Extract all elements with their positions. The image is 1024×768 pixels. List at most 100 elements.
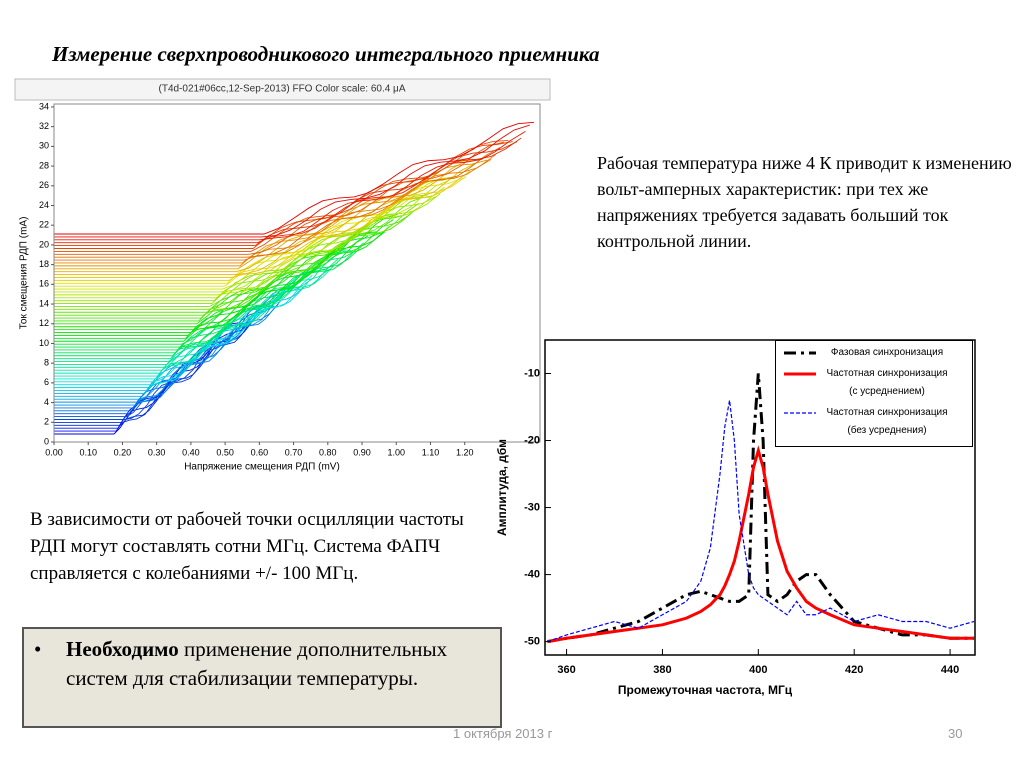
legend-entry: Фазовая синхронизация xyxy=(782,347,968,362)
y-tick-label: 16 xyxy=(39,279,49,289)
y-tick-label: 12 xyxy=(39,318,49,328)
iv-curve xyxy=(54,274,313,386)
legend-entry: Частотная синхронизация (с усреднением) xyxy=(782,368,968,401)
iv-curve xyxy=(54,193,441,299)
date: 1 октября 2013 г xyxy=(453,726,553,741)
left-chart-title: (T4d-021#06cc,12-Sep-2013) FFO Color sca… xyxy=(159,84,406,95)
y-tick-label: 28 xyxy=(39,160,49,170)
bullet-bold: Необходимо xyxy=(66,637,179,661)
legend-swatch xyxy=(784,372,816,376)
y-tick-label: 2 xyxy=(44,417,49,427)
series-line xyxy=(547,373,975,644)
iv-curve xyxy=(54,235,369,348)
plot-frame xyxy=(544,339,976,656)
iv-curve xyxy=(54,130,526,241)
iv-curve xyxy=(54,314,258,423)
y-tick-label: 24 xyxy=(39,200,49,210)
iv-curve xyxy=(54,158,492,264)
x-tick-label: 0.30 xyxy=(148,447,166,457)
x-tick-label: 0.00 xyxy=(45,447,63,457)
iv-curve xyxy=(54,265,335,371)
x-tick-label: 0.70 xyxy=(285,447,303,457)
y-tick-label: 34 xyxy=(39,101,49,111)
x-tick-label: 0.90 xyxy=(353,447,371,457)
iv-curve xyxy=(54,159,488,267)
iv-curve xyxy=(54,307,262,420)
legend-swatch xyxy=(784,412,816,414)
iv-curve xyxy=(54,186,445,296)
legend-entry: Частотная синхронизация (без усреднения) xyxy=(782,407,968,440)
page-number: 30 xyxy=(948,726,963,741)
y-tick-label: 22 xyxy=(39,220,49,230)
iv-curve xyxy=(54,269,317,383)
x-tick-label: 400 xyxy=(749,664,767,676)
y-axis-label: Амплитуда, дбм xyxy=(495,439,509,536)
left-text: В зависимости от рабочей точки осцилляци… xyxy=(30,509,464,584)
y-tick-label: 6 xyxy=(44,377,49,387)
iv-curve xyxy=(54,213,411,319)
y-tick-label: -30 xyxy=(524,501,540,513)
right-text: Рабочая температура ниже 4 К приводит к … xyxy=(597,153,1012,251)
x-tick-label: 0.20 xyxy=(114,447,132,457)
iv-curve xyxy=(54,196,424,310)
x-tick-label: 0.10 xyxy=(79,447,97,457)
iv-curve xyxy=(54,202,420,313)
x-tick-label: 380 xyxy=(653,664,671,676)
iv-curve xyxy=(54,231,386,336)
iv-curve xyxy=(54,258,339,368)
iv-curve xyxy=(54,158,479,273)
left-header xyxy=(14,78,551,101)
y-axis-label: Ток смещения РДП (mA) xyxy=(19,217,30,330)
iv-curve xyxy=(54,291,288,403)
x-tick-label: 1.10 xyxy=(422,447,440,457)
iv-curve xyxy=(54,219,394,331)
iv-curve xyxy=(54,194,428,307)
iv-curve xyxy=(54,248,360,354)
iv-curve xyxy=(54,226,390,334)
series-line xyxy=(547,400,975,643)
iv-curve xyxy=(54,214,398,328)
iv-curve xyxy=(54,195,432,305)
iv-curve xyxy=(54,305,275,412)
y-tick-label: -20 xyxy=(524,434,540,446)
bullet-rest: применение дополнительных систем для ста… xyxy=(66,637,448,690)
y-tick-label: -50 xyxy=(524,636,540,648)
iv-curve xyxy=(54,137,522,244)
y-tick-label: 20 xyxy=(39,239,49,249)
y-tick-label: 32 xyxy=(39,121,49,131)
iv-curve xyxy=(54,121,535,235)
y-tick-label: -40 xyxy=(524,568,540,580)
iv-curve xyxy=(54,214,407,322)
x-tick-label: 1.00 xyxy=(387,447,405,457)
x-tick-label: 420 xyxy=(845,664,863,676)
legend-swatch xyxy=(784,351,816,355)
y-tick-label: 30 xyxy=(39,141,49,151)
legend: Фазовая синхронизация Частотная синхрониз… xyxy=(775,340,973,447)
bullet-box: • Необходимо применение дополнительных с… xyxy=(22,627,502,728)
iv-curve xyxy=(54,252,343,365)
iv-curve xyxy=(54,298,283,406)
y-tick-label: 26 xyxy=(39,180,49,190)
iv-curve xyxy=(54,180,449,293)
series-line xyxy=(547,445,975,644)
y-tick-label: 14 xyxy=(39,298,49,308)
x-tick-label: 360 xyxy=(557,664,575,676)
iv-curve xyxy=(54,176,454,290)
x-tick-label: 0.80 xyxy=(319,447,337,457)
x-tick-label: 440 xyxy=(941,664,959,676)
iv-curve xyxy=(54,176,467,281)
plot-frame xyxy=(53,103,541,443)
iv-curve xyxy=(54,163,475,276)
legend-label: Фазовая синхронизация xyxy=(830,347,944,358)
bullet-text: Необходимо применение дополнительных сис… xyxy=(66,635,466,693)
y-tick-label: 4 xyxy=(44,397,49,407)
iv-curve xyxy=(54,154,496,261)
slide-title: Измерение сверхпроводникового интегральн… xyxy=(52,42,600,66)
iv-curve xyxy=(54,158,483,270)
y-tick-label: 10 xyxy=(39,338,49,348)
x-tick-label: 0.40 xyxy=(182,447,200,457)
y-tick-label: 0 xyxy=(44,436,49,446)
iv-curve xyxy=(54,170,471,278)
x-axis-label: Напряжение смещения РДП (mV) xyxy=(184,462,340,473)
